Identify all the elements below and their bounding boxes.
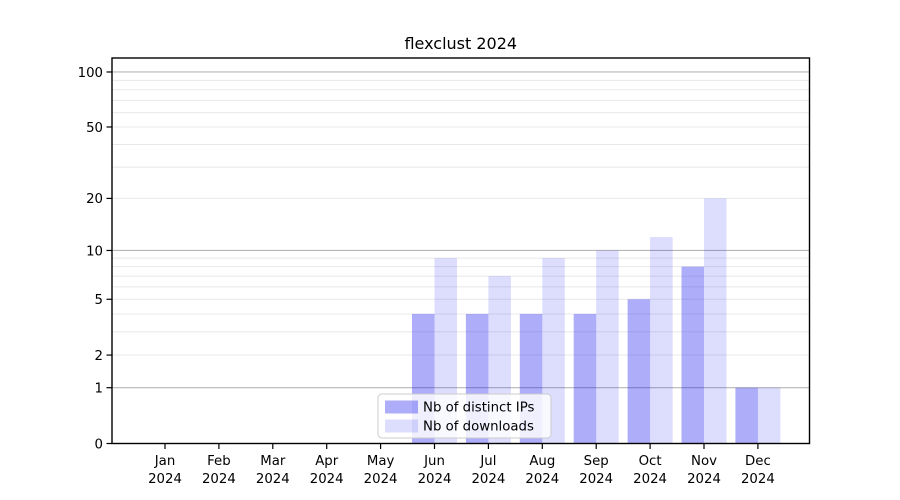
bar-downloads-dec: [757, 387, 781, 444]
legend-swatch-downloads: [385, 419, 418, 433]
y-tick-label-100: 100: [78, 66, 103, 81]
x-tick-label-jul: Jul: [479, 454, 496, 469]
x-tick-year-jun: 2024: [418, 472, 452, 487]
x-tick-label-nov: Nov: [691, 454, 717, 469]
x-tick-label-apr: Apr: [315, 454, 339, 469]
x-tick-label-jun: Jun: [423, 454, 445, 469]
legend-swatch-distinct-ips: [385, 400, 418, 414]
bar-distinct-ips-nov: [681, 266, 704, 444]
legend-label-downloads: Nb of downloads: [423, 420, 534, 435]
x-tick-year-oct: 2024: [633, 472, 667, 487]
y-tick-label-20: 20: [86, 192, 103, 207]
y-tick-label-5: 5: [95, 293, 103, 308]
bar-distinct-ips-dec: [735, 387, 758, 444]
y-tick-label-2: 2: [95, 349, 103, 364]
bar-downloads-nov: [704, 198, 727, 444]
bar-downloads-oct: [650, 237, 673, 444]
y-tick-label-50: 50: [86, 121, 103, 136]
legend-box: [377, 393, 552, 439]
bar-distinct-ips-sep: [573, 313, 597, 444]
legend-label-distinct-ips: Nb of distinct IPs: [423, 401, 535, 416]
x-tick-year-apr: 2024: [310, 472, 344, 487]
x-tick-year-nov: 2024: [687, 472, 721, 487]
bar-distinct-ips-oct: [627, 299, 651, 444]
x-tick-label-dec: Dec: [745, 454, 771, 469]
x-tick-label-jan: Jan: [154, 454, 176, 469]
x-tick-label-feb: Feb: [207, 454, 231, 469]
x-tick-label-may: May: [367, 454, 395, 469]
x-tick-label-sep: Sep: [584, 454, 609, 469]
x-tick-year-dec: 2024: [741, 472, 775, 487]
x-tick-year-jan: 2024: [148, 472, 182, 487]
y-tick-label-10: 10: [86, 244, 103, 259]
x-tick-year-jul: 2024: [471, 472, 505, 487]
y-tick-label-0: 0: [95, 437, 103, 452]
x-tick-year-may: 2024: [364, 472, 398, 487]
chart-title: flexclust 2024: [404, 34, 517, 53]
x-tick-label-oct: Oct: [639, 454, 662, 469]
x-tick-year-feb: 2024: [202, 472, 236, 487]
bar-downloads-sep: [596, 250, 619, 444]
x-tick-year-aug: 2024: [525, 472, 559, 487]
x-tick-label-aug: Aug: [529, 454, 555, 469]
y-tick-label-1: 1: [95, 382, 103, 397]
x-tick-year-sep: 2024: [579, 472, 613, 487]
x-tick-label-mar: Mar: [260, 454, 286, 469]
x-tick-year-mar: 2024: [256, 472, 290, 487]
